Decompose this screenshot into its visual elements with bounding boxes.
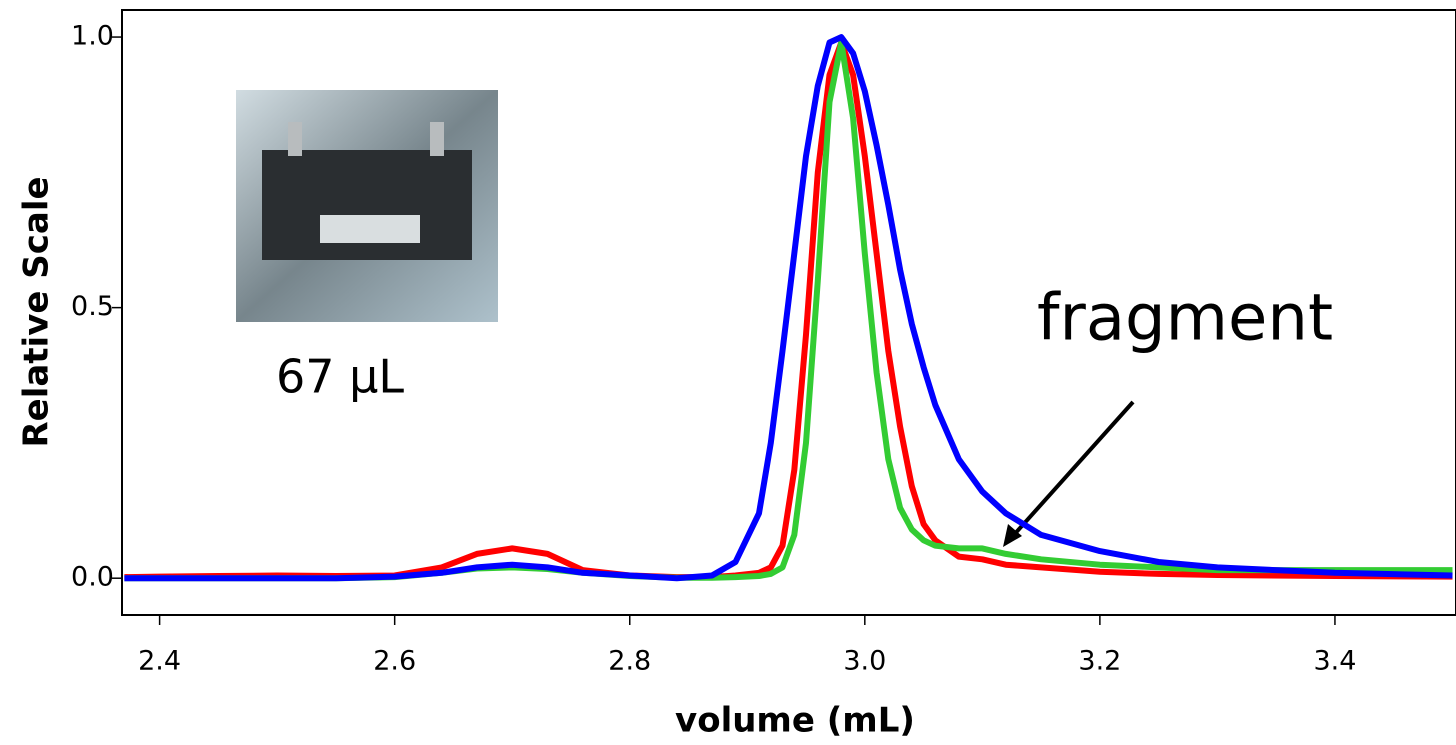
x-tick-label: 3.2 [1078,646,1121,677]
volume-annotation: 67 µL [276,350,404,404]
y-axis-label: Relative Scale [17,176,57,447]
arrow-head [1003,524,1022,547]
y-tick-label: 0.5 [71,291,114,322]
lines [124,34,1453,582]
x-tick-label: 3.4 [1313,646,1356,677]
x-tick-label: 2.8 [608,646,651,677]
x-tick-label: 3.0 [843,646,886,677]
x-tick-label: 2.6 [373,646,416,677]
fragment-annotation: fragment [1037,282,1333,356]
x-axis-label: volume (mL) [675,701,915,741]
series-line [124,39,1453,581]
photo [236,90,498,322]
y-tick-label: 1.0 [71,21,114,52]
y-tick-label: 0.0 [71,562,114,593]
series-line [124,34,1453,582]
plot-frame [121,9,1456,616]
x-tick-label: 2.4 [138,646,181,677]
arrow [1010,400,1135,539]
